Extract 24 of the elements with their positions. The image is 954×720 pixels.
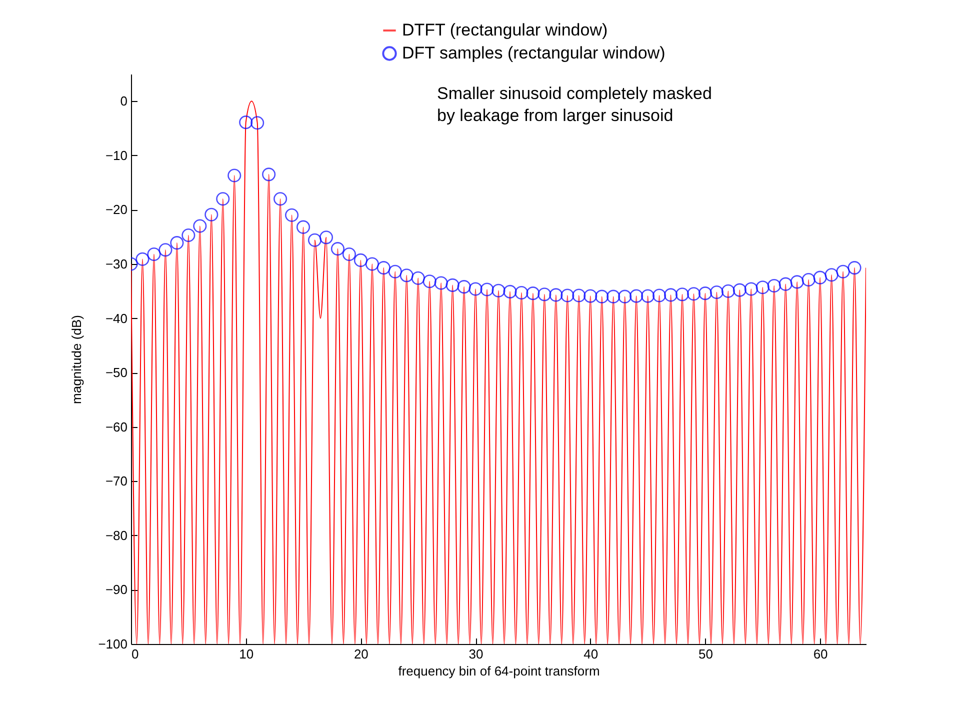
y-tick-label: −90	[105, 582, 128, 598]
legend-label: DFT samples (rectangular window)	[402, 44, 666, 62]
y-tick-label: −80	[105, 528, 128, 543]
y-tick-label: 0	[120, 94, 128, 109]
x-tick-label: 10	[239, 646, 254, 662]
x-tick-label: 50	[698, 646, 713, 662]
y-axis-title: magnitude (dB)	[69, 315, 84, 404]
annotation: Smaller sinusoid completely masked	[437, 84, 712, 103]
x-axis-title: frequency bin of 64-point transform	[398, 664, 600, 678]
x-tick-label: 30	[468, 646, 484, 662]
y-tick-label: −60	[105, 419, 128, 434]
y-tick-label: −100	[98, 636, 128, 652]
annotation: by leakage from larger sinusoid	[437, 106, 674, 125]
x-tick-label: 40	[584, 646, 598, 662]
legend-label: DTFT (rectangular window)	[402, 20, 608, 40]
x-tick-label: 60	[813, 646, 828, 662]
x-tick-label: 0	[132, 646, 139, 662]
x-tick-label: 20	[354, 646, 368, 662]
y-tick-label: −50	[105, 365, 128, 380]
y-tick-label: −30	[105, 256, 128, 272]
y-tick-label: −70	[105, 474, 128, 489]
y-tick-label: −20	[105, 202, 128, 218]
y-tick-label: −10	[105, 148, 128, 163]
y-tick-label: −40	[105, 310, 128, 326]
